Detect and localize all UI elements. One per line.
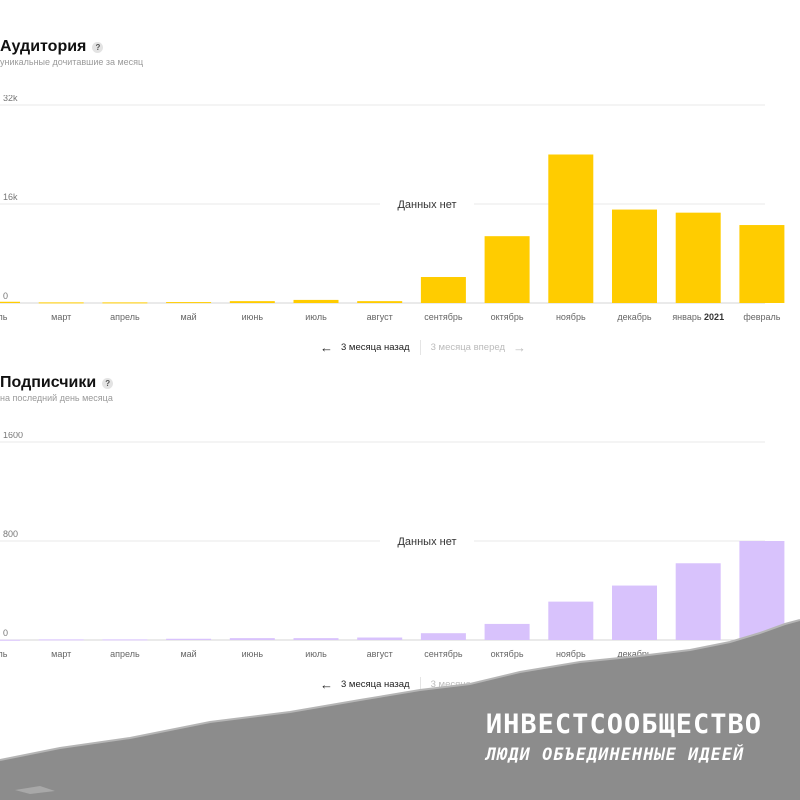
x-tick-label: май (180, 649, 196, 659)
bar[interactable] (548, 154, 594, 304)
x-tick-label: июль (305, 649, 327, 659)
x-tick-label: октябрь (491, 312, 524, 322)
x-tick-label: апрель (110, 649, 140, 659)
bar[interactable] (420, 277, 466, 303)
bar[interactable] (420, 633, 466, 640)
no-data-annotation: Данных нет (397, 536, 456, 548)
bar[interactable] (229, 301, 275, 303)
subscribers-subtitle: на последний день месяца (0, 393, 113, 403)
arrow-left-icon: ← (320, 677, 333, 692)
help-icon[interactable]: ? (102, 377, 114, 389)
x-tick-label: сентябрь (424, 649, 463, 659)
y-tick-label: 1600 (3, 432, 23, 440)
x-tick-label: январь 2021 (672, 312, 724, 322)
x-tick-label: июль (305, 312, 327, 322)
bar[interactable] (0, 301, 20, 303)
brand-watermark: ИНВЕСТСООБЩЕСТВО ЛЮДИ ОБЪЕДИНЕННЫЕ ИДЕЕЙ (486, 708, 762, 768)
subscribers-chart: 0 800 1600 раль март апрель май июнь июль август с… (0, 432, 785, 659)
audience-period-nav: ← 3 месяца назад 3 месяца вперед → (320, 340, 526, 355)
x-tick-label: август (367, 649, 393, 659)
x-tick-label: май (180, 312, 196, 322)
bar[interactable] (484, 236, 530, 303)
audience-title: Аудитория ? (0, 38, 104, 56)
arrow-right-icon: → (512, 340, 526, 355)
x-tick-label: июнь (242, 312, 264, 322)
prev-period-label: 3 месяца назад (341, 342, 410, 353)
y-tick-label: 0 (3, 291, 8, 301)
audience-chart: 0 16k 32k раль март апрель май июнь июль август се… (0, 95, 785, 322)
y-tick-label: 0 (3, 628, 8, 638)
brand-slogan: ЛЮДИ ОБЪЕДИНЕННЫЕ ИДЕЕЙ (485, 745, 745, 765)
bar[interactable] (739, 225, 785, 303)
prev-period-label: 3 месяца назад (341, 679, 410, 690)
bar[interactable] (612, 209, 657, 303)
y-tick-label: 16k (3, 192, 18, 202)
arrow-left-icon: ← (320, 340, 333, 355)
subscribers-title: Подписчики ? (0, 374, 114, 392)
bar[interactable] (357, 637, 403, 640)
audience-title-text: Аудитория (0, 38, 87, 55)
x-tick-label: июнь (242, 649, 264, 659)
bar[interactable] (229, 638, 275, 640)
bar[interactable] (166, 302, 212, 304)
x-tick-label: декабрь (617, 312, 652, 322)
subscribers-title-text: Подписчики (0, 374, 97, 391)
bar[interactable] (612, 585, 657, 640)
brand-name: ИНВЕСТСООБЩЕСТВО (485, 709, 762, 740)
next-period-label: 3 месяца вперед (430, 342, 505, 353)
x-tick-label: раль (0, 312, 8, 322)
bar[interactable] (166, 638, 212, 640)
bar[interactable] (739, 541, 785, 640)
bar[interactable] (102, 639, 148, 641)
bar[interactable] (357, 301, 403, 303)
bar[interactable] (38, 639, 84, 641)
x-tick-label: ноябрь (556, 649, 586, 659)
y-tick-label: 800 (3, 529, 18, 539)
y-tick-label: 32k (3, 95, 18, 103)
no-data-annotation: Данных нет (397, 199, 456, 211)
bar[interactable] (675, 212, 721, 303)
x-tick-label: октябрь (491, 649, 524, 659)
bar[interactable] (675, 563, 721, 640)
prev-period-button[interactable]: ← 3 месяца назад (320, 340, 421, 355)
annotation-bg (380, 533, 474, 548)
x-tick-label: раль (0, 649, 8, 659)
bar[interactable] (102, 302, 148, 304)
bar[interactable] (548, 601, 594, 640)
bar[interactable] (293, 638, 339, 640)
x-tick-label: февраль (743, 312, 780, 322)
annotation-bg (380, 196, 474, 211)
help-icon[interactable]: ? (92, 41, 104, 53)
x-tick-label: март (51, 649, 71, 659)
x-tick-label: декабрь (617, 649, 652, 659)
x-tick-label: апрель (110, 312, 140, 322)
bar[interactable] (484, 623, 530, 640)
bar[interactable] (38, 302, 84, 304)
bar[interactable] (0, 639, 20, 641)
next-period-button: 3 месяца вперед → (421, 340, 526, 355)
bar[interactable] (293, 299, 339, 303)
prev-period-button[interactable]: ← 3 месяца назад (320, 677, 421, 692)
x-tick-label: ноябрь (556, 312, 586, 322)
x-tick-label: март (51, 312, 71, 322)
x-tick-label: август (367, 312, 393, 322)
audience-subtitle: уникальные дочитавшие за месяц (0, 57, 144, 67)
x-tick-label: сентябрь (424, 312, 463, 322)
